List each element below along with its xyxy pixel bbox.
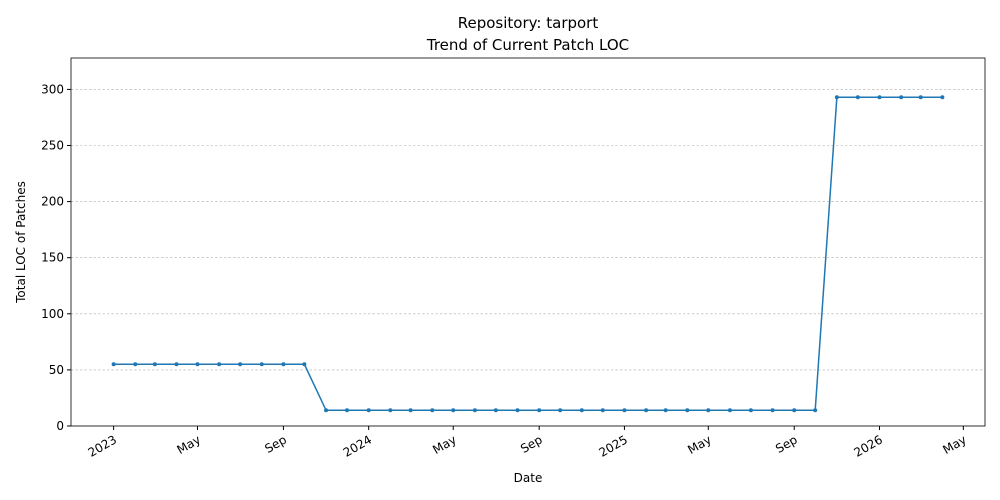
data-point	[408, 408, 413, 413]
y-tick-label: 250	[41, 139, 64, 153]
data-point	[727, 408, 732, 413]
data-point	[537, 408, 542, 413]
data-point	[493, 408, 498, 413]
data-point	[558, 408, 563, 413]
chart-title: Repository: tarport	[458, 14, 599, 32]
data-point	[472, 408, 477, 413]
x-tick-label: May	[430, 432, 458, 457]
x-axis-label: Date	[514, 471, 543, 485]
data-point	[663, 408, 668, 413]
data-point	[706, 408, 711, 413]
y-tick-label: 300	[41, 82, 64, 96]
x-tick-label: May	[940, 432, 968, 457]
data-point	[770, 408, 775, 413]
series-line	[113, 96, 943, 412]
data-point	[855, 95, 860, 100]
x-tick-label: 2026	[852, 432, 885, 459]
y-tick-label: 100	[41, 307, 64, 321]
x-tick-label: May	[174, 432, 202, 457]
data-point	[152, 362, 157, 367]
data-point	[940, 95, 945, 100]
plot-frame	[70, 57, 986, 427]
data-point	[281, 362, 286, 367]
data-point	[899, 95, 904, 100]
y-tick-label: 200	[41, 195, 64, 209]
data-point	[748, 408, 753, 413]
x-tick-label: 2025	[596, 432, 629, 459]
data-point	[515, 408, 520, 413]
data-point	[366, 408, 371, 413]
data-point	[622, 408, 627, 413]
chart-subtitle: Trend of Current Patch LOC	[426, 36, 629, 54]
x-tick-label: May	[685, 432, 713, 457]
data-point	[302, 362, 307, 367]
data-point	[792, 408, 797, 413]
y-tick-label: 0	[56, 419, 64, 433]
data-point	[877, 95, 882, 100]
data-point	[579, 408, 584, 413]
y-axis-label: Total LOC of Patches	[14, 181, 28, 304]
data-point	[111, 362, 116, 367]
data-point	[238, 362, 243, 367]
x-tick-label: 2024	[341, 432, 374, 459]
data-point	[600, 408, 605, 413]
x-tick-label: 2023	[86, 432, 119, 459]
data-point	[174, 362, 179, 367]
data-point	[918, 95, 923, 100]
y-tick-label: 150	[41, 251, 64, 265]
data-point	[217, 362, 222, 367]
data-point	[324, 408, 329, 413]
data-point	[195, 362, 200, 367]
data-point	[685, 408, 690, 413]
x-tick-label: Sep	[518, 432, 545, 455]
data-point	[834, 95, 839, 100]
data-point	[259, 362, 264, 367]
data-point	[813, 408, 818, 413]
data-point	[451, 408, 456, 413]
data-point	[345, 408, 350, 413]
y-tick-label: 50	[49, 363, 64, 377]
data-point	[388, 408, 393, 413]
data-point	[644, 408, 649, 413]
x-tick-label: Sep	[773, 432, 800, 455]
x-tick-label: Sep	[262, 432, 289, 455]
data-point	[133, 362, 138, 367]
data-point	[430, 408, 435, 413]
